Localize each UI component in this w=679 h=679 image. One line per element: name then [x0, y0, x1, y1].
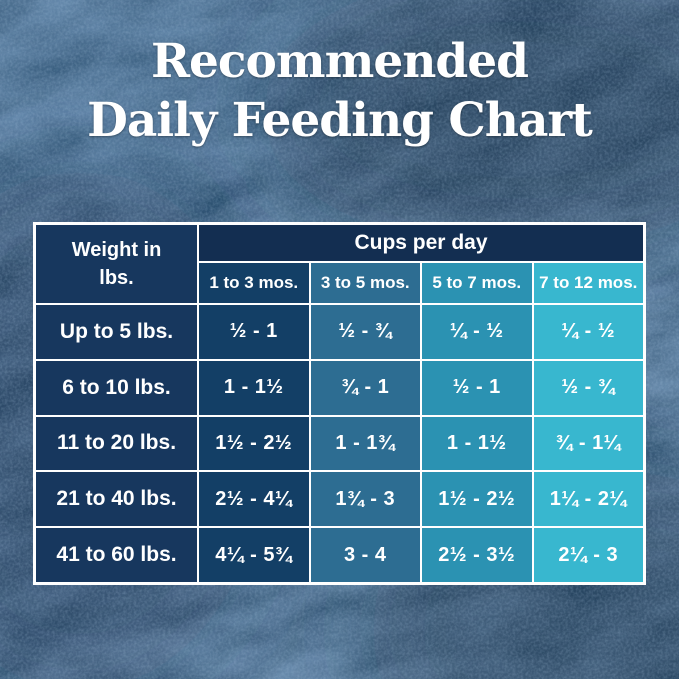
feeding-value-cell: 1 - 1½ [199, 360, 309, 415]
page-title: Recommended Daily Feeding Chart [0, 32, 679, 150]
weight-cell: Up to 5 lbs. [36, 305, 197, 359]
feeding-value-cell: ¼ - ½ [533, 305, 643, 359]
page-title-line2: Daily Feeding Chart [87, 93, 593, 149]
page-title-line1: Recommended [150, 34, 529, 89]
weight-cell: 41 to 60 lbs. [36, 528, 197, 582]
feeding-value-cell: 1 - 1¾ [310, 416, 420, 471]
feeding-value-cell: ¾ - 1 [310, 360, 420, 415]
age-column-header-1-3-mos: 1 to 3 mos. [199, 263, 309, 303]
age-column-header-7-12-mos: 7 to 12 mos. [533, 263, 643, 303]
feeding-value-cell: 2¼ - 3 [533, 528, 643, 582]
weight-column-header: Weight in lbs. [36, 225, 197, 303]
feeding-value-cell: 1 - 1½ [422, 416, 532, 471]
feeding-value-cell: ½ - ¾ [310, 305, 420, 359]
age-column-header-5-7-mos: 5 to 7 mos. [422, 263, 532, 303]
feeding-chart-table: Weight in lbs. Cups per day 1 to 3 mos. … [33, 222, 646, 585]
cups-per-day-group-header: Cups per day [199, 225, 643, 261]
feeding-value-cell: ½ - ¾ [533, 360, 643, 415]
weight-cell: 11 to 20 lbs. [36, 416, 197, 471]
feeding-value-cell: ½ - 1 [199, 305, 309, 359]
age-column-header-3-5-mos: 3 to 5 mos. [310, 263, 420, 303]
feeding-value-cell: 1¼ - 2¼ [533, 472, 643, 527]
feeding-value-cell: ¼ - ½ [422, 305, 532, 359]
feeding-value-cell: 2½ - 3½ [422, 528, 532, 582]
weight-cell: 21 to 40 lbs. [36, 472, 197, 527]
feeding-value-cell: 2½ - 4¼ [199, 472, 309, 527]
weight-cell: 6 to 10 lbs. [36, 360, 197, 415]
feeding-value-cell: 4¼ - 5¾ [199, 528, 309, 582]
feeding-value-cell: 1¾ - 3 [310, 472, 420, 527]
feeding-value-cell: 1½ - 2½ [422, 472, 532, 527]
feeding-value-cell: 1½ - 2½ [199, 416, 309, 471]
feeding-value-cell: ½ - 1 [422, 360, 532, 415]
feeding-value-cell: 3 - 4 [310, 528, 420, 582]
feeding-value-cell: ¾ - 1¼ [533, 416, 643, 471]
